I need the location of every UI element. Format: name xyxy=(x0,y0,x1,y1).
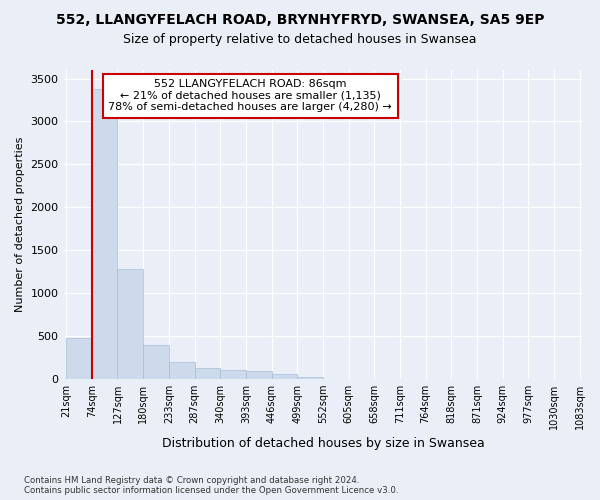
Bar xyxy=(297,377,323,378)
Y-axis label: Number of detached properties: Number of detached properties xyxy=(15,136,25,312)
Bar xyxy=(92,89,118,378)
Bar xyxy=(220,370,246,378)
Bar xyxy=(169,362,194,378)
Bar xyxy=(246,371,272,378)
Bar xyxy=(272,374,297,378)
Bar xyxy=(118,269,143,378)
X-axis label: Distribution of detached houses by size in Swansea: Distribution of detached houses by size … xyxy=(161,437,484,450)
Text: 552, LLANGYFELACH ROAD, BRYNHYFRYD, SWANSEA, SA5 9EP: 552, LLANGYFELACH ROAD, BRYNHYFRYD, SWAN… xyxy=(56,12,544,26)
Text: Size of property relative to detached houses in Swansea: Size of property relative to detached ho… xyxy=(123,32,477,46)
Text: Contains HM Land Registry data © Crown copyright and database right 2024.
Contai: Contains HM Land Registry data © Crown c… xyxy=(24,476,398,495)
Bar xyxy=(143,345,169,378)
Bar xyxy=(194,368,220,378)
Bar xyxy=(66,338,92,378)
Text: 552 LLANGYFELACH ROAD: 86sqm
← 21% of detached houses are smaller (1,135)
78% of: 552 LLANGYFELACH ROAD: 86sqm ← 21% of de… xyxy=(109,80,392,112)
